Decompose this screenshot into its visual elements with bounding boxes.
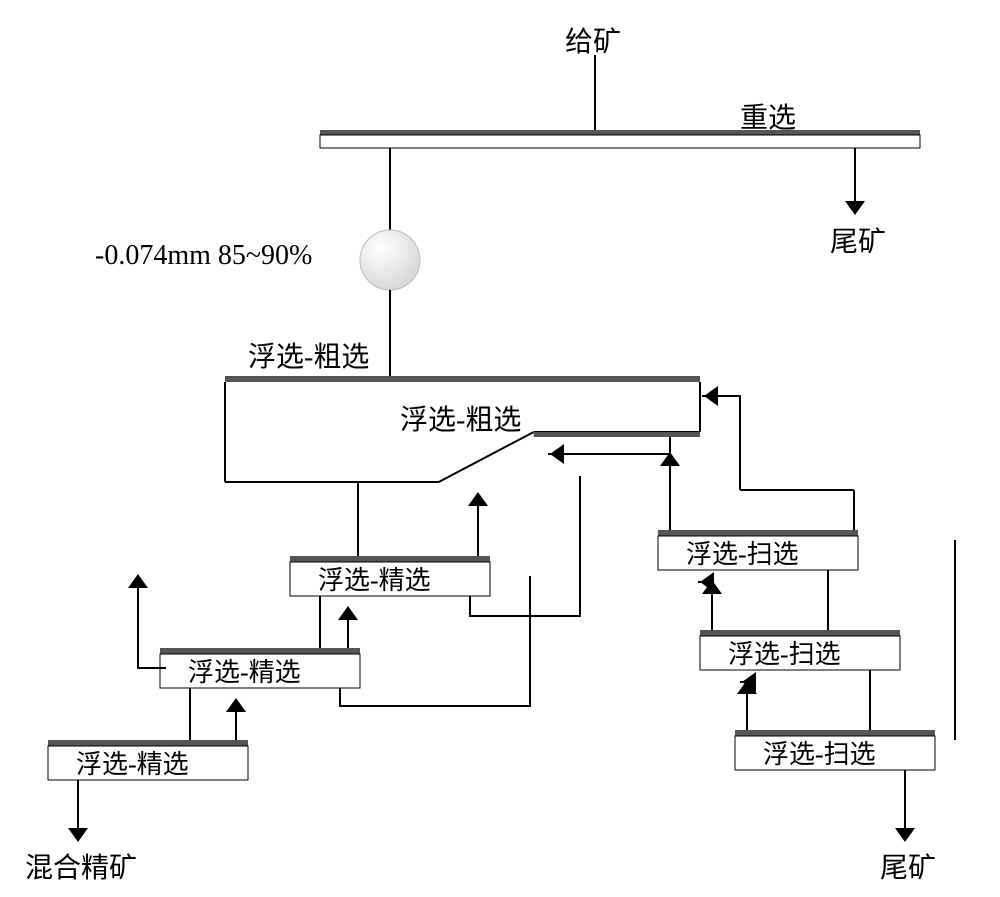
scavenger-2-top [700, 630, 900, 636]
cleaner-2-top [160, 648, 360, 654]
cleaner-2 [160, 654, 360, 688]
scavenger-3-top [735, 730, 935, 736]
cleaner-3 [48, 746, 248, 780]
scavenger-2 [700, 636, 900, 670]
cleaner-1 [290, 562, 490, 596]
cleaner-3-top [48, 740, 248, 746]
grinding-circle [360, 230, 420, 290]
scavenger-1 [658, 536, 858, 570]
scavenger-3 [735, 736, 935, 770]
rougher-cell [225, 376, 700, 482]
gravity-bar [320, 135, 920, 148]
scavenger-1-top [658, 530, 858, 536]
cleaner-1-top [290, 556, 490, 562]
